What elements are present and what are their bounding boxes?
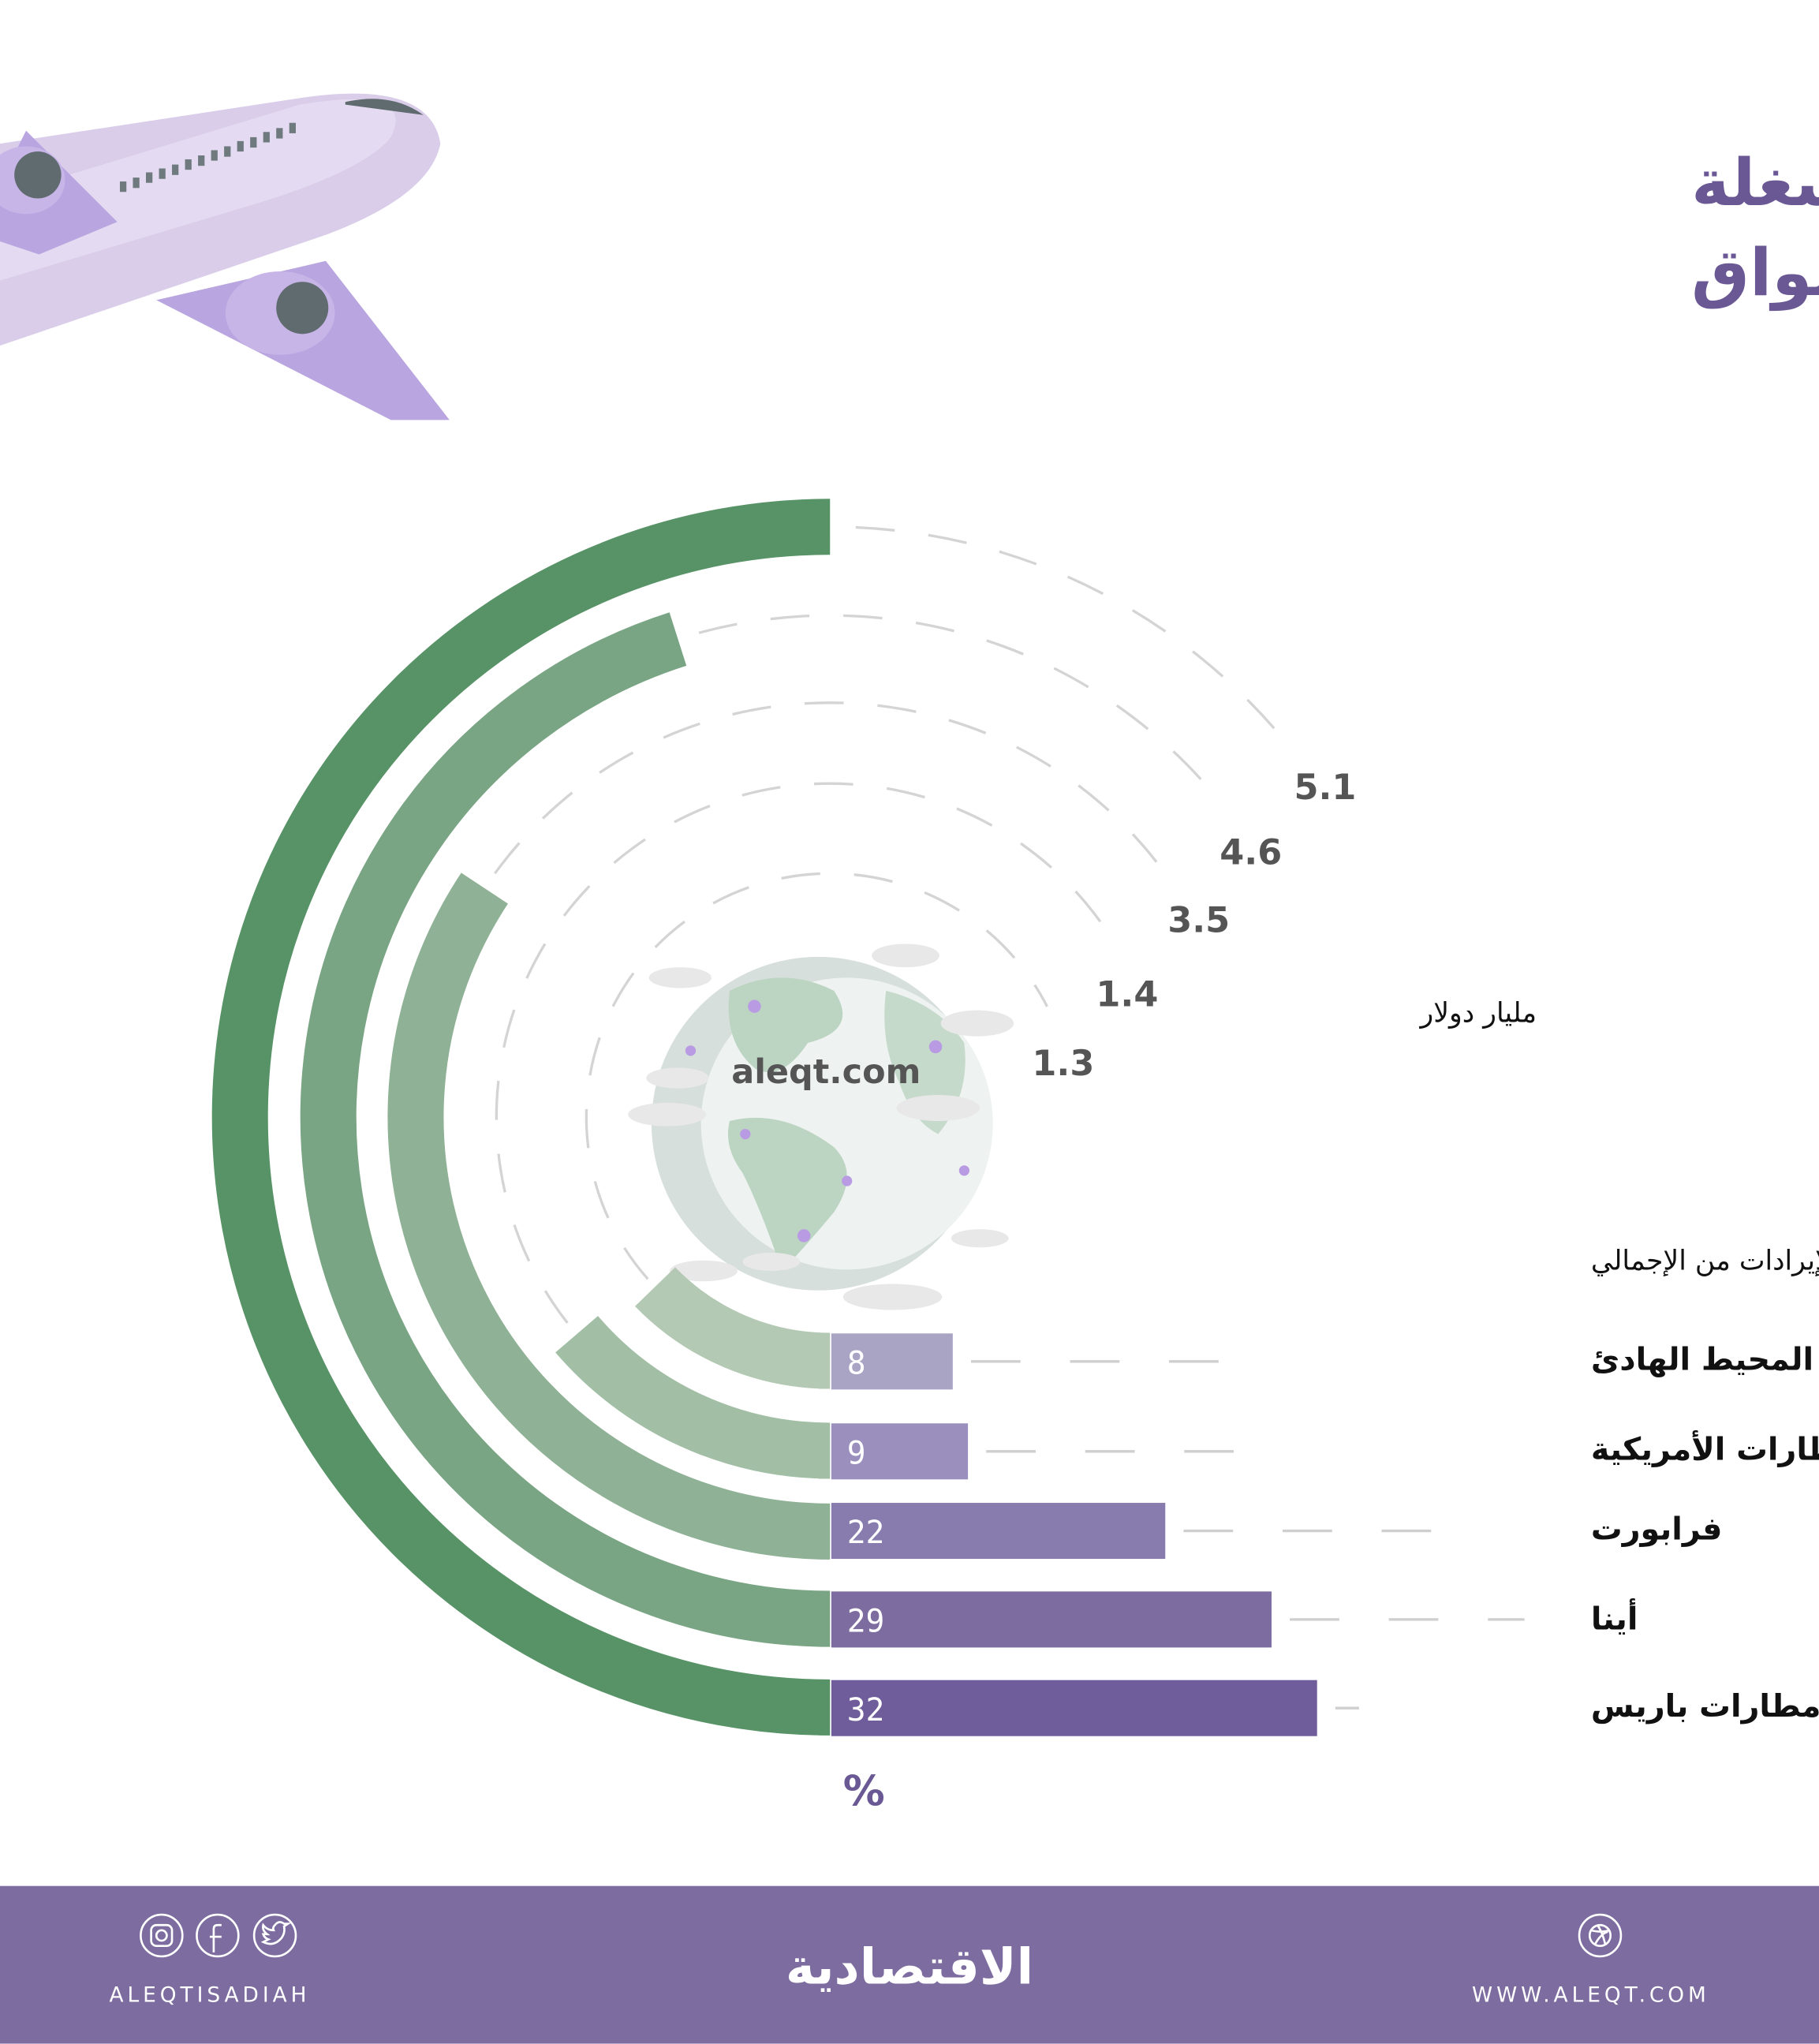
- radial-revenue-chart: [211, 499, 1277, 1736]
- publisher-logo: الاقتصادية: [786, 1938, 1033, 1996]
- facebook-icon[interactable]: [196, 1913, 240, 1958]
- share-bar: [831, 1503, 1166, 1560]
- radial-value-label: 5.1: [1294, 767, 1356, 808]
- category-label: فرابورت: [1591, 1511, 1723, 1547]
- category-label: مطار المحيط الهادئ: [1591, 1342, 1819, 1378]
- title-line-1: إيرادات أكبر 5 شركات مشغلة: [1691, 140, 1819, 222]
- share-header: الإيرادات من الإجمالي: [1591, 1245, 1819, 1276]
- share-value-label: 9: [847, 1435, 866, 1471]
- radial-guide-dash: [495, 782, 1108, 1324]
- share-bar: [831, 1591, 1272, 1648]
- social-handle[interactable]: ALEQTISADIAH: [109, 1983, 310, 2008]
- radial-value-label: 1.3: [1032, 1043, 1094, 1084]
- category-label: المطارات الأمريكية: [1591, 1430, 1819, 1468]
- share-bar: [831, 1680, 1317, 1736]
- radial-bar: [300, 612, 831, 1647]
- category-label: أينا: [1591, 1597, 1638, 1637]
- twitter-icon[interactable]: [252, 1913, 297, 1958]
- share-bar: [831, 1423, 969, 1480]
- radial-bar: [387, 873, 831, 1560]
- website-link[interactable]: WWW.ALEQT.COM: [1472, 1983, 1710, 2008]
- radial-value-label: 1.4: [1096, 974, 1158, 1015]
- share-value-label: 8: [847, 1346, 866, 1382]
- radial-bar: [555, 1315, 831, 1479]
- share-bar-chart: 8 9 22 29 32: [831, 1333, 1525, 1736]
- percent-unit-label: %: [843, 1767, 885, 1815]
- watermark: aleqt.com: [731, 1052, 921, 1092]
- radial-unit-label: مليار دولار: [1419, 998, 1537, 1029]
- globe-illustration: aleqt.com: [628, 944, 1014, 1310]
- share-value-label: 29: [847, 1604, 885, 1640]
- radial-value-label: 3.5: [1167, 900, 1230, 941]
- radial-guide-dash: [855, 525, 1277, 731]
- dribbble-icon[interactable]: [1578, 1913, 1623, 1958]
- instagram-icon[interactable]: [140, 1913, 184, 1958]
- radial-bar: [634, 1266, 831, 1389]
- share-value-label: 32: [847, 1692, 885, 1728]
- title-line-2: لمطارات عالمية ومدرجة في الأسواق: [1691, 233, 1819, 312]
- radial-bar: [211, 499, 831, 1736]
- airplane-illustration: [0, 93, 450, 420]
- footer: ALEQTISADIAH الاقتصادية WWW.ALEQT.COM: [0, 1885, 1819, 2044]
- radial-guide-dash: [494, 701, 1158, 875]
- radial-value-label: 4.6: [1220, 832, 1282, 873]
- category-label: مطارات باريس: [1591, 1688, 1819, 1725]
- share-value-label: 22: [847, 1515, 885, 1551]
- radial-guide-dash: [698, 614, 1216, 796]
- share-bar: [831, 1333, 953, 1390]
